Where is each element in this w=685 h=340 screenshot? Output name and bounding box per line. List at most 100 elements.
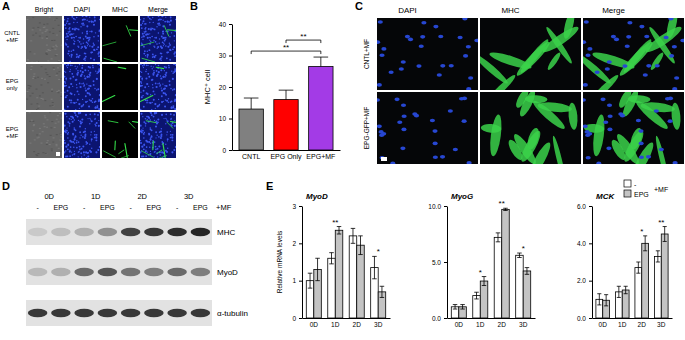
significance-label: ** bbox=[300, 32, 306, 41]
nucleus bbox=[145, 55, 146, 56]
nucleus bbox=[596, 162, 601, 164]
nucleus bbox=[93, 24, 95, 26]
error-cap bbox=[496, 232, 501, 233]
nucleus bbox=[67, 46, 69, 48]
nucleus bbox=[78, 156, 79, 157]
nucleus bbox=[159, 131, 161, 133]
texture bbox=[28, 88, 30, 89]
nucleus bbox=[98, 68, 100, 70]
micrograph bbox=[140, 16, 176, 62]
nucleus bbox=[147, 65, 148, 66]
texture bbox=[46, 23, 48, 24]
panel-a: BrightDAPIMHCMergeCNTL+MFEPGonlyEPG+MF bbox=[4, 6, 183, 158]
y-tick: 3 bbox=[292, 203, 302, 210]
nucleus bbox=[466, 87, 471, 90]
nucleus bbox=[168, 98, 170, 100]
nucleus bbox=[99, 29, 100, 31]
nucleus bbox=[73, 40, 74, 41]
nucleus bbox=[155, 37, 157, 39]
nucleus bbox=[74, 66, 75, 67]
figure-svg: ABCDEBrightDAPIMHCMergeCNTL+MFEPGonlyEPG… bbox=[0, 0, 685, 340]
nucleus bbox=[166, 131, 168, 133]
texture bbox=[46, 119, 48, 120]
error-cap bbox=[617, 286, 621, 287]
error-bar bbox=[251, 98, 252, 109]
texture bbox=[34, 53, 36, 54]
nucleus bbox=[71, 151, 72, 152]
texture bbox=[45, 31, 47, 33]
error-cap bbox=[624, 286, 628, 287]
bar bbox=[239, 109, 263, 150]
texture bbox=[44, 117, 46, 118]
nucleus bbox=[150, 41, 151, 42]
myotube bbox=[649, 51, 665, 71]
nucleus bbox=[145, 61, 147, 62]
x-axis-line bbox=[233, 150, 341, 151]
nucleus bbox=[402, 114, 407, 118]
x-tick: CNTL bbox=[242, 153, 260, 160]
myotube bbox=[480, 52, 510, 86]
nucleus bbox=[64, 85, 66, 87]
nucleus bbox=[158, 136, 160, 138]
error-bar bbox=[339, 227, 340, 234]
texture bbox=[41, 38, 43, 39]
nucleus bbox=[64, 24, 66, 26]
nucleus bbox=[85, 53, 87, 55]
nucleus bbox=[79, 37, 81, 39]
nucleus bbox=[142, 20, 144, 22]
nucleus bbox=[142, 77, 143, 78]
nucleus bbox=[440, 155, 445, 159]
nucleus bbox=[164, 21, 166, 23]
texture bbox=[27, 85, 29, 86]
texture bbox=[43, 24, 45, 25]
texture bbox=[36, 155, 38, 156]
x-tick-label: 3D bbox=[519, 321, 528, 328]
myotube bbox=[568, 102, 579, 130]
nucleus bbox=[140, 76, 142, 78]
nucleus bbox=[96, 122, 98, 124]
nucleus bbox=[174, 55, 176, 57]
nucleus bbox=[69, 55, 70, 56]
texture bbox=[44, 79, 46, 80]
nucleus bbox=[142, 23, 143, 24]
texture bbox=[44, 27, 46, 28]
nucleus bbox=[80, 43, 82, 45]
nucleus bbox=[639, 142, 644, 146]
nucleus bbox=[86, 37, 88, 39]
texture bbox=[39, 128, 41, 129]
nucleus bbox=[91, 148, 92, 149]
blot-band bbox=[74, 268, 94, 276]
nucleus bbox=[154, 46, 156, 48]
nucleus bbox=[165, 118, 166, 119]
error-cap bbox=[460, 309, 465, 310]
nucleus bbox=[149, 119, 151, 121]
texture bbox=[46, 29, 48, 30]
nucleus bbox=[389, 70, 394, 74]
texture bbox=[60, 96, 62, 97]
y-axis-title: Relative mRNA levels bbox=[276, 230, 283, 293]
plot-marks bbox=[596, 227, 668, 318]
nucleus bbox=[159, 59, 160, 60]
y-tick-mark bbox=[229, 24, 232, 25]
texture bbox=[56, 54, 58, 55]
nucleus bbox=[586, 156, 591, 160]
nucleus bbox=[140, 151, 141, 153]
blot-band bbox=[74, 309, 94, 317]
nucleus bbox=[160, 19, 162, 21]
image-background bbox=[64, 16, 100, 62]
nucleus bbox=[146, 93, 148, 95]
nucleus bbox=[152, 87, 153, 88]
nucleus bbox=[672, 161, 677, 164]
nucleus bbox=[646, 155, 651, 159]
nucleus bbox=[66, 35, 68, 37]
nucleus bbox=[85, 114, 87, 116]
nucleus bbox=[175, 19, 176, 21]
nucleus bbox=[70, 146, 72, 148]
nucleus bbox=[86, 157, 87, 158]
y-tick: 0.0 bbox=[577, 315, 592, 322]
x-tick: 3D bbox=[657, 321, 666, 328]
nucleus bbox=[80, 86, 82, 88]
nucleus bbox=[160, 154, 161, 155]
nucleus bbox=[140, 19, 141, 21]
error-cap bbox=[358, 254, 363, 255]
